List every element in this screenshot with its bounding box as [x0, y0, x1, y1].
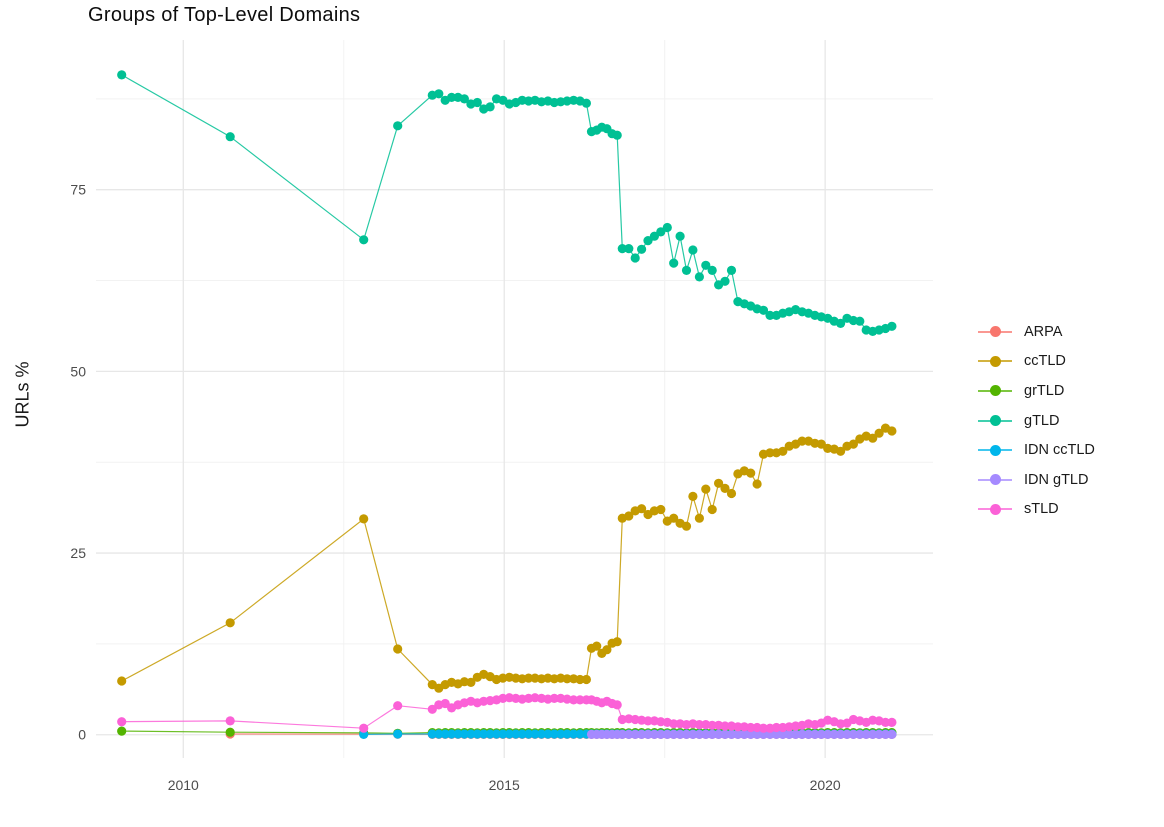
legend-label: sTLD: [1024, 501, 1059, 518]
legend-key-icon: [978, 474, 1012, 486]
legend-item-idn-cctld: IDN ccTLD: [978, 435, 1095, 465]
legend-item-idn-gtld: IDN gTLD: [978, 465, 1095, 495]
legend-key-icon: [978, 415, 1012, 427]
legend: ARPA ccTLD grTLD gTLD IDN ccTLD IDN gTLD sTLD: [978, 317, 1095, 524]
legend-key-icon: [978, 326, 1012, 338]
legend-key-icon: [978, 385, 1012, 397]
gridlines-minor: [96, 40, 933, 758]
y-tick-label: 75: [70, 182, 86, 198]
y-axis-title: URLs %: [12, 361, 33, 428]
y-tick-label: 25: [70, 545, 86, 561]
series-stld: [117, 693, 897, 733]
legend-item-grtld: grTLD: [978, 376, 1095, 406]
x-tick-label: 2020: [810, 777, 841, 793]
chart-title: Groups of Top-Level Domains: [88, 4, 361, 26]
legend-key-icon: [978, 444, 1012, 456]
legend-item-cctld: ccTLD: [978, 347, 1095, 377]
series-cctld: [117, 423, 897, 693]
x-tick-label: 2010: [168, 777, 199, 793]
legend-label: IDN ccTLD: [1024, 442, 1095, 459]
x-axis-tick-labels: 2010 2015 2020: [168, 777, 841, 793]
y-tick-label: 50: [70, 363, 86, 379]
legend-label: ccTLD: [1024, 353, 1066, 370]
legend-key-icon: [978, 503, 1012, 515]
legend-item-arpa: ARPA: [978, 317, 1095, 347]
legend-item-gtld: gTLD: [978, 406, 1095, 436]
gridlines-major: [96, 40, 933, 758]
legend-item-stld: sTLD: [978, 495, 1095, 525]
legend-label: gTLD: [1024, 412, 1060, 429]
series-gtld: [117, 70, 897, 336]
data-series-layer: [117, 70, 897, 740]
legend-label: IDN gTLD: [1024, 471, 1089, 488]
legend-key-icon: [978, 355, 1012, 367]
legend-label: grTLD: [1024, 382, 1065, 399]
y-tick-label: 0: [78, 727, 86, 743]
legend-label: ARPA: [1024, 323, 1063, 340]
series-idn-gtld: [586, 729, 897, 740]
y-axis-tick-labels: 0 25 50 75: [70, 182, 86, 743]
x-tick-label: 2015: [489, 777, 520, 793]
